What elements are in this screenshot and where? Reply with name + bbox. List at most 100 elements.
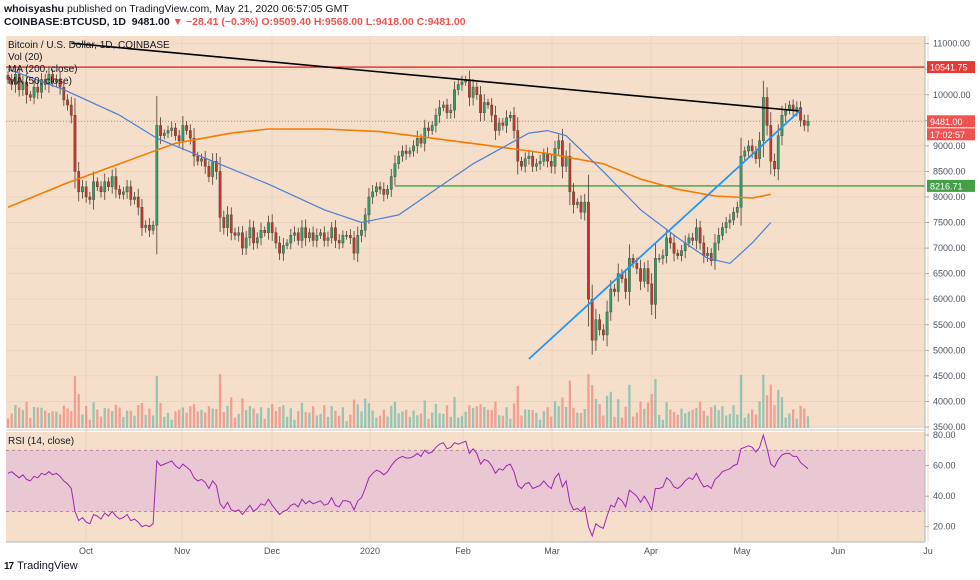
candle [345,235,348,237]
volume-bar [602,415,605,428]
time-label: Dec [264,546,281,556]
price-tick-label: 9000.00 [933,141,966,151]
volume-bar [375,417,378,428]
tradingview-footer[interactable]: 17 TradingView [4,560,78,572]
legend-volume: Vol (20) [8,52,42,63]
candle [40,79,43,93]
candle [188,130,192,139]
volume-bar [364,398,367,428]
price-tick-label: 6000.00 [933,294,966,304]
candle [300,227,304,241]
candle [215,161,218,172]
rsi-tick-label: 40.00 [933,491,956,501]
volume-bar [605,395,609,428]
volume-bar [360,411,363,428]
volume-bar [739,375,743,428]
candle [695,227,698,241]
volume-bar [278,407,281,428]
candle [270,222,274,233]
time-label: Nov [174,546,191,556]
volume-bar [140,403,144,428]
price-pane-background [6,36,925,428]
volume-bar [256,413,259,428]
candle [375,186,378,193]
volume-bar [791,409,795,428]
candle [512,115,516,131]
volume-bar [460,415,464,428]
candle [784,109,788,116]
price-chart[interactable]: 11000.0010500.0010000.009500.009000.0085… [0,30,980,560]
volume-bar [308,412,311,428]
candle [207,166,211,177]
publisher-username[interactable]: whoisyashu [4,3,65,15]
volume-bar [754,414,758,428]
candle [471,86,475,98]
volume-bar [204,412,207,428]
price-tick-label: 8500.00 [933,166,966,176]
volume-bar [598,404,601,428]
candle [10,79,14,85]
volume-bar [706,415,709,428]
volume-bar [10,413,13,428]
rsi-tick-label: 80.00 [933,430,956,440]
candle [460,81,464,85]
volume-bar [47,413,51,428]
candle [408,150,412,154]
volume-bar [55,411,58,428]
volume-bar [233,417,237,428]
volume-bar [658,415,661,428]
publisher-line: whoisyashu published on TradingView.com,… [4,3,349,15]
volume-bar [717,410,720,428]
volume-bar [237,413,240,428]
volume-bar [728,413,732,428]
candle [598,319,601,331]
volume-bar [166,412,170,428]
candle [140,207,144,228]
candle [401,150,404,157]
support-price-label-box [927,179,975,192]
candle [434,115,438,126]
candle [583,201,587,213]
resistance-price-label-text: 10541.75 [930,63,968,73]
candle [587,201,590,300]
volume-bar [661,419,665,428]
candle [55,79,58,83]
volume-bar [192,404,196,428]
volume-bar [617,399,620,428]
volume-bar [289,408,292,428]
volume-bar [133,415,136,428]
volume-bar [769,384,772,428]
candle [657,258,661,260]
last-price-label-text: 9481.00 [930,117,963,127]
candle [709,253,713,262]
candle [255,237,259,244]
volume-bar [531,410,534,428]
candle [226,214,229,228]
volume-bar [44,410,47,428]
candle [415,138,419,147]
volume-bar [650,394,653,428]
volume-bar [207,406,211,428]
volume-bar [427,418,430,428]
candle [430,125,434,131]
candle [114,176,118,190]
volume-bar [412,410,415,428]
volume-bar [267,408,270,428]
candle [575,201,579,205]
candle [73,115,77,172]
candle [650,283,654,305]
volume-bar [416,415,419,428]
volume-bar [259,407,263,428]
volume-bar [163,416,166,428]
volume-bar [498,415,501,428]
candle [341,235,345,244]
candle [92,181,95,200]
candle [713,242,717,262]
volume-bar [81,414,84,428]
resistance-price-label: 10541.75 [927,61,975,74]
volume-bar [509,418,512,428]
candle [564,155,568,167]
rsi-tick-label: 20.00 [933,522,956,532]
volume-bar [490,410,493,428]
volume-bar [230,397,233,428]
